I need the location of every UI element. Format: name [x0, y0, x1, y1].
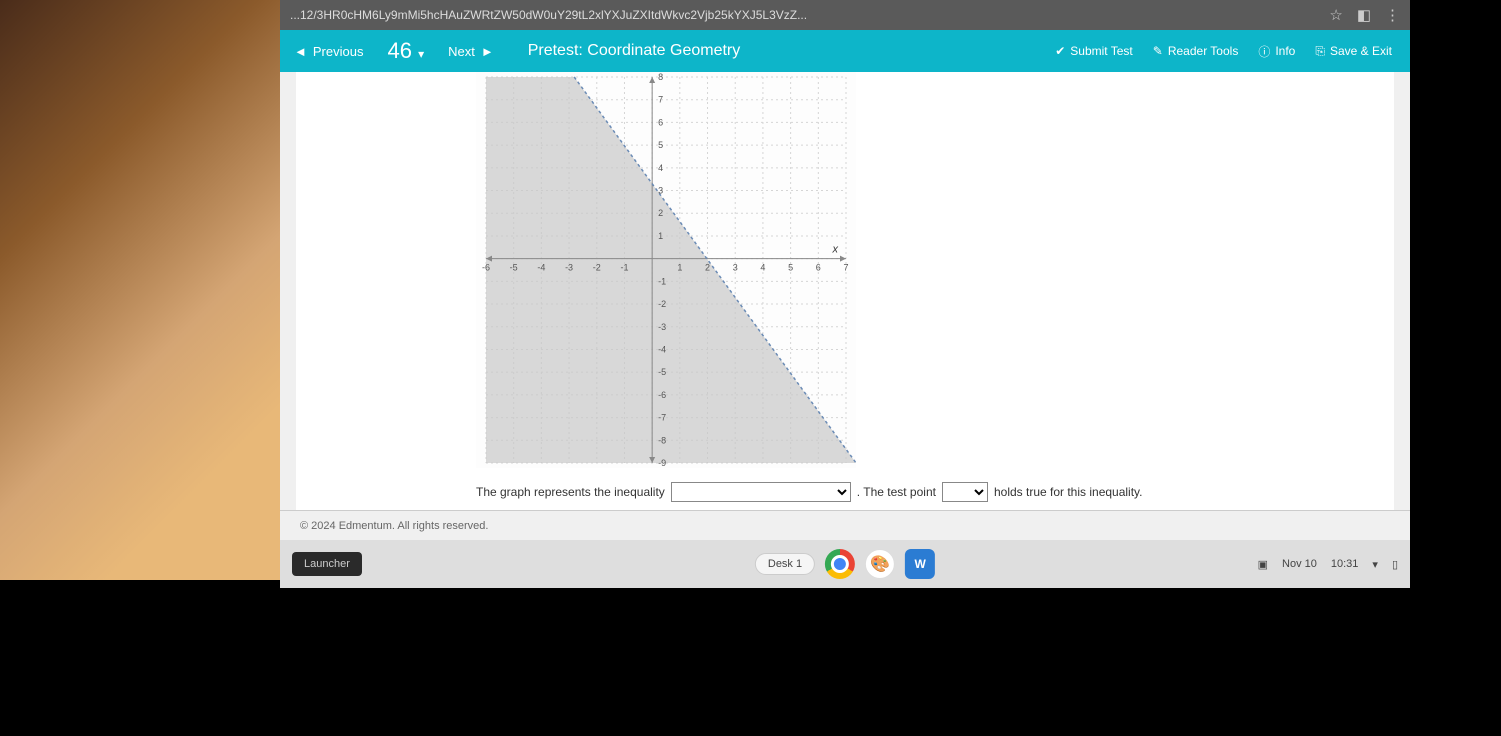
previous-button[interactable]: ◄ Previous — [280, 30, 377, 72]
wifi-icon[interactable]: ▾ — [1372, 558, 1378, 571]
svg-text:-3: -3 — [565, 263, 573, 273]
svg-text:3: 3 — [733, 263, 738, 273]
paint-icon[interactable] — [865, 549, 895, 579]
svg-text:6: 6 — [658, 117, 663, 127]
svg-text:-3: -3 — [658, 322, 666, 332]
next-label: Next — [448, 44, 475, 59]
browser-menu-icon[interactable]: ⋮ — [1385, 6, 1400, 24]
footer-bar: © 2024 Edmentum. All rights reserved. — [280, 510, 1410, 540]
taskbar-time: 10:31 — [1331, 558, 1359, 570]
svg-text:1: 1 — [658, 231, 663, 241]
notifications-icon[interactable]: ▣ — [1258, 558, 1268, 571]
svg-text:6: 6 — [816, 263, 821, 273]
svg-text:-6: -6 — [482, 263, 490, 273]
chevron-left-icon: ◄ — [294, 44, 307, 59]
svg-text:-1: -1 — [658, 276, 666, 286]
svg-text:7: 7 — [843, 263, 848, 273]
url-text: ...12/3HR0cHM6Ly9mMi5hcHAuZWRtZW50dW0uY2… — [290, 8, 1319, 22]
sentence-part3: holds true for this inequality. — [994, 485, 1143, 499]
question-sentence: The graph represents the inequality . Th… — [476, 468, 1394, 502]
svg-text:5: 5 — [788, 263, 793, 273]
page-title: Pretest: Coordinate Geometry — [508, 42, 1056, 60]
next-button[interactable]: Next ► — [434, 30, 508, 72]
sentence-part2: . The test point — [857, 485, 936, 499]
svg-text:8: 8 — [658, 72, 663, 82]
info-icon: ⓘ — [1258, 43, 1270, 60]
save-icon: ⎘ — [1315, 44, 1325, 59]
svg-text:-2: -2 — [593, 263, 601, 273]
launcher-button[interactable]: Launcher — [292, 552, 362, 576]
svg-text:2: 2 — [705, 263, 710, 273]
test-point-dropdown[interactable] — [942, 482, 988, 502]
chrome-icon[interactable] — [825, 549, 855, 579]
save-exit-button[interactable]: ⎘ Save & Exit — [1315, 44, 1392, 59]
svg-text:3: 3 — [658, 186, 663, 196]
battery-icon[interactable]: ▯ — [1392, 558, 1398, 571]
word-icon[interactable]: W — [905, 549, 935, 579]
reader-tools-button[interactable]: ✎ Reader Tools — [1153, 44, 1239, 58]
taskbar: Launcher Desk 1 W ▣ Nov 10 10:31 ▾ ▯ — [280, 540, 1410, 588]
chevron-down-icon: ▾ — [418, 47, 424, 61]
bookmark-star-icon[interactable]: ☆ — [1329, 6, 1342, 24]
submit-test-button[interactable]: ✔ Submit Test — [1055, 44, 1133, 58]
app-header: ◄ Previous 46 ▾ Next ► Pretest: Coordina… — [280, 30, 1410, 72]
info-button[interactable]: ⓘ Info — [1258, 43, 1295, 60]
tools-icon: ✎ — [1153, 44, 1163, 58]
svg-text:-7: -7 — [658, 413, 666, 423]
sentence-part1: The graph represents the inequality — [476, 485, 665, 499]
svg-text:1: 1 — [677, 263, 682, 273]
svg-text:-8: -8 — [658, 435, 666, 445]
svg-text:7: 7 — [658, 95, 663, 105]
svg-text:-6: -6 — [658, 390, 666, 400]
svg-text:2: 2 — [658, 208, 663, 218]
svg-text:-9: -9 — [658, 458, 666, 468]
svg-text:5: 5 — [658, 140, 663, 150]
svg-text:-5: -5 — [658, 367, 666, 377]
question-number-selector[interactable]: 46 ▾ — [377, 38, 434, 64]
extension-icon[interactable]: ◧ — [1357, 6, 1371, 24]
chevron-right-icon: ► — [481, 44, 494, 59]
svg-text:4: 4 — [760, 263, 765, 273]
svg-text:-4: -4 — [537, 263, 545, 273]
taskbar-date: Nov 10 — [1282, 558, 1317, 570]
copyright-text: © 2024 Edmentum. All rights reserved. — [300, 520, 488, 532]
svg-text:-5: -5 — [510, 263, 518, 273]
svg-text:4: 4 — [658, 163, 663, 173]
check-icon: ✔ — [1055, 44, 1065, 58]
svg-text:-4: -4 — [658, 344, 666, 354]
desk-indicator[interactable]: Desk 1 — [755, 553, 815, 575]
browser-address-bar: ...12/3HR0cHM6Ly9mMi5hcHAuZWRtZW50dW0uY2… — [280, 0, 1410, 30]
content-area: -6 -5 -4 -3 -2 -1 1 2 3 4 5 6 7 8 7 6 5 4 3 2 1 -1 -2 -3 -4 -5 -6 -… — [280, 72, 1410, 510]
inequality-dropdown[interactable] — [671, 482, 851, 502]
svg-text:-1: -1 — [620, 263, 628, 273]
svg-text:-2: -2 — [658, 299, 666, 309]
svg-text:x: x — [832, 244, 839, 256]
previous-label: Previous — [313, 44, 364, 59]
inequality-graph: -6 -5 -4 -3 -2 -1 1 2 3 4 5 6 7 8 7 6 5 4 3 2 1 -1 -2 -3 -4 -5 -6 -… — [476, 72, 856, 468]
